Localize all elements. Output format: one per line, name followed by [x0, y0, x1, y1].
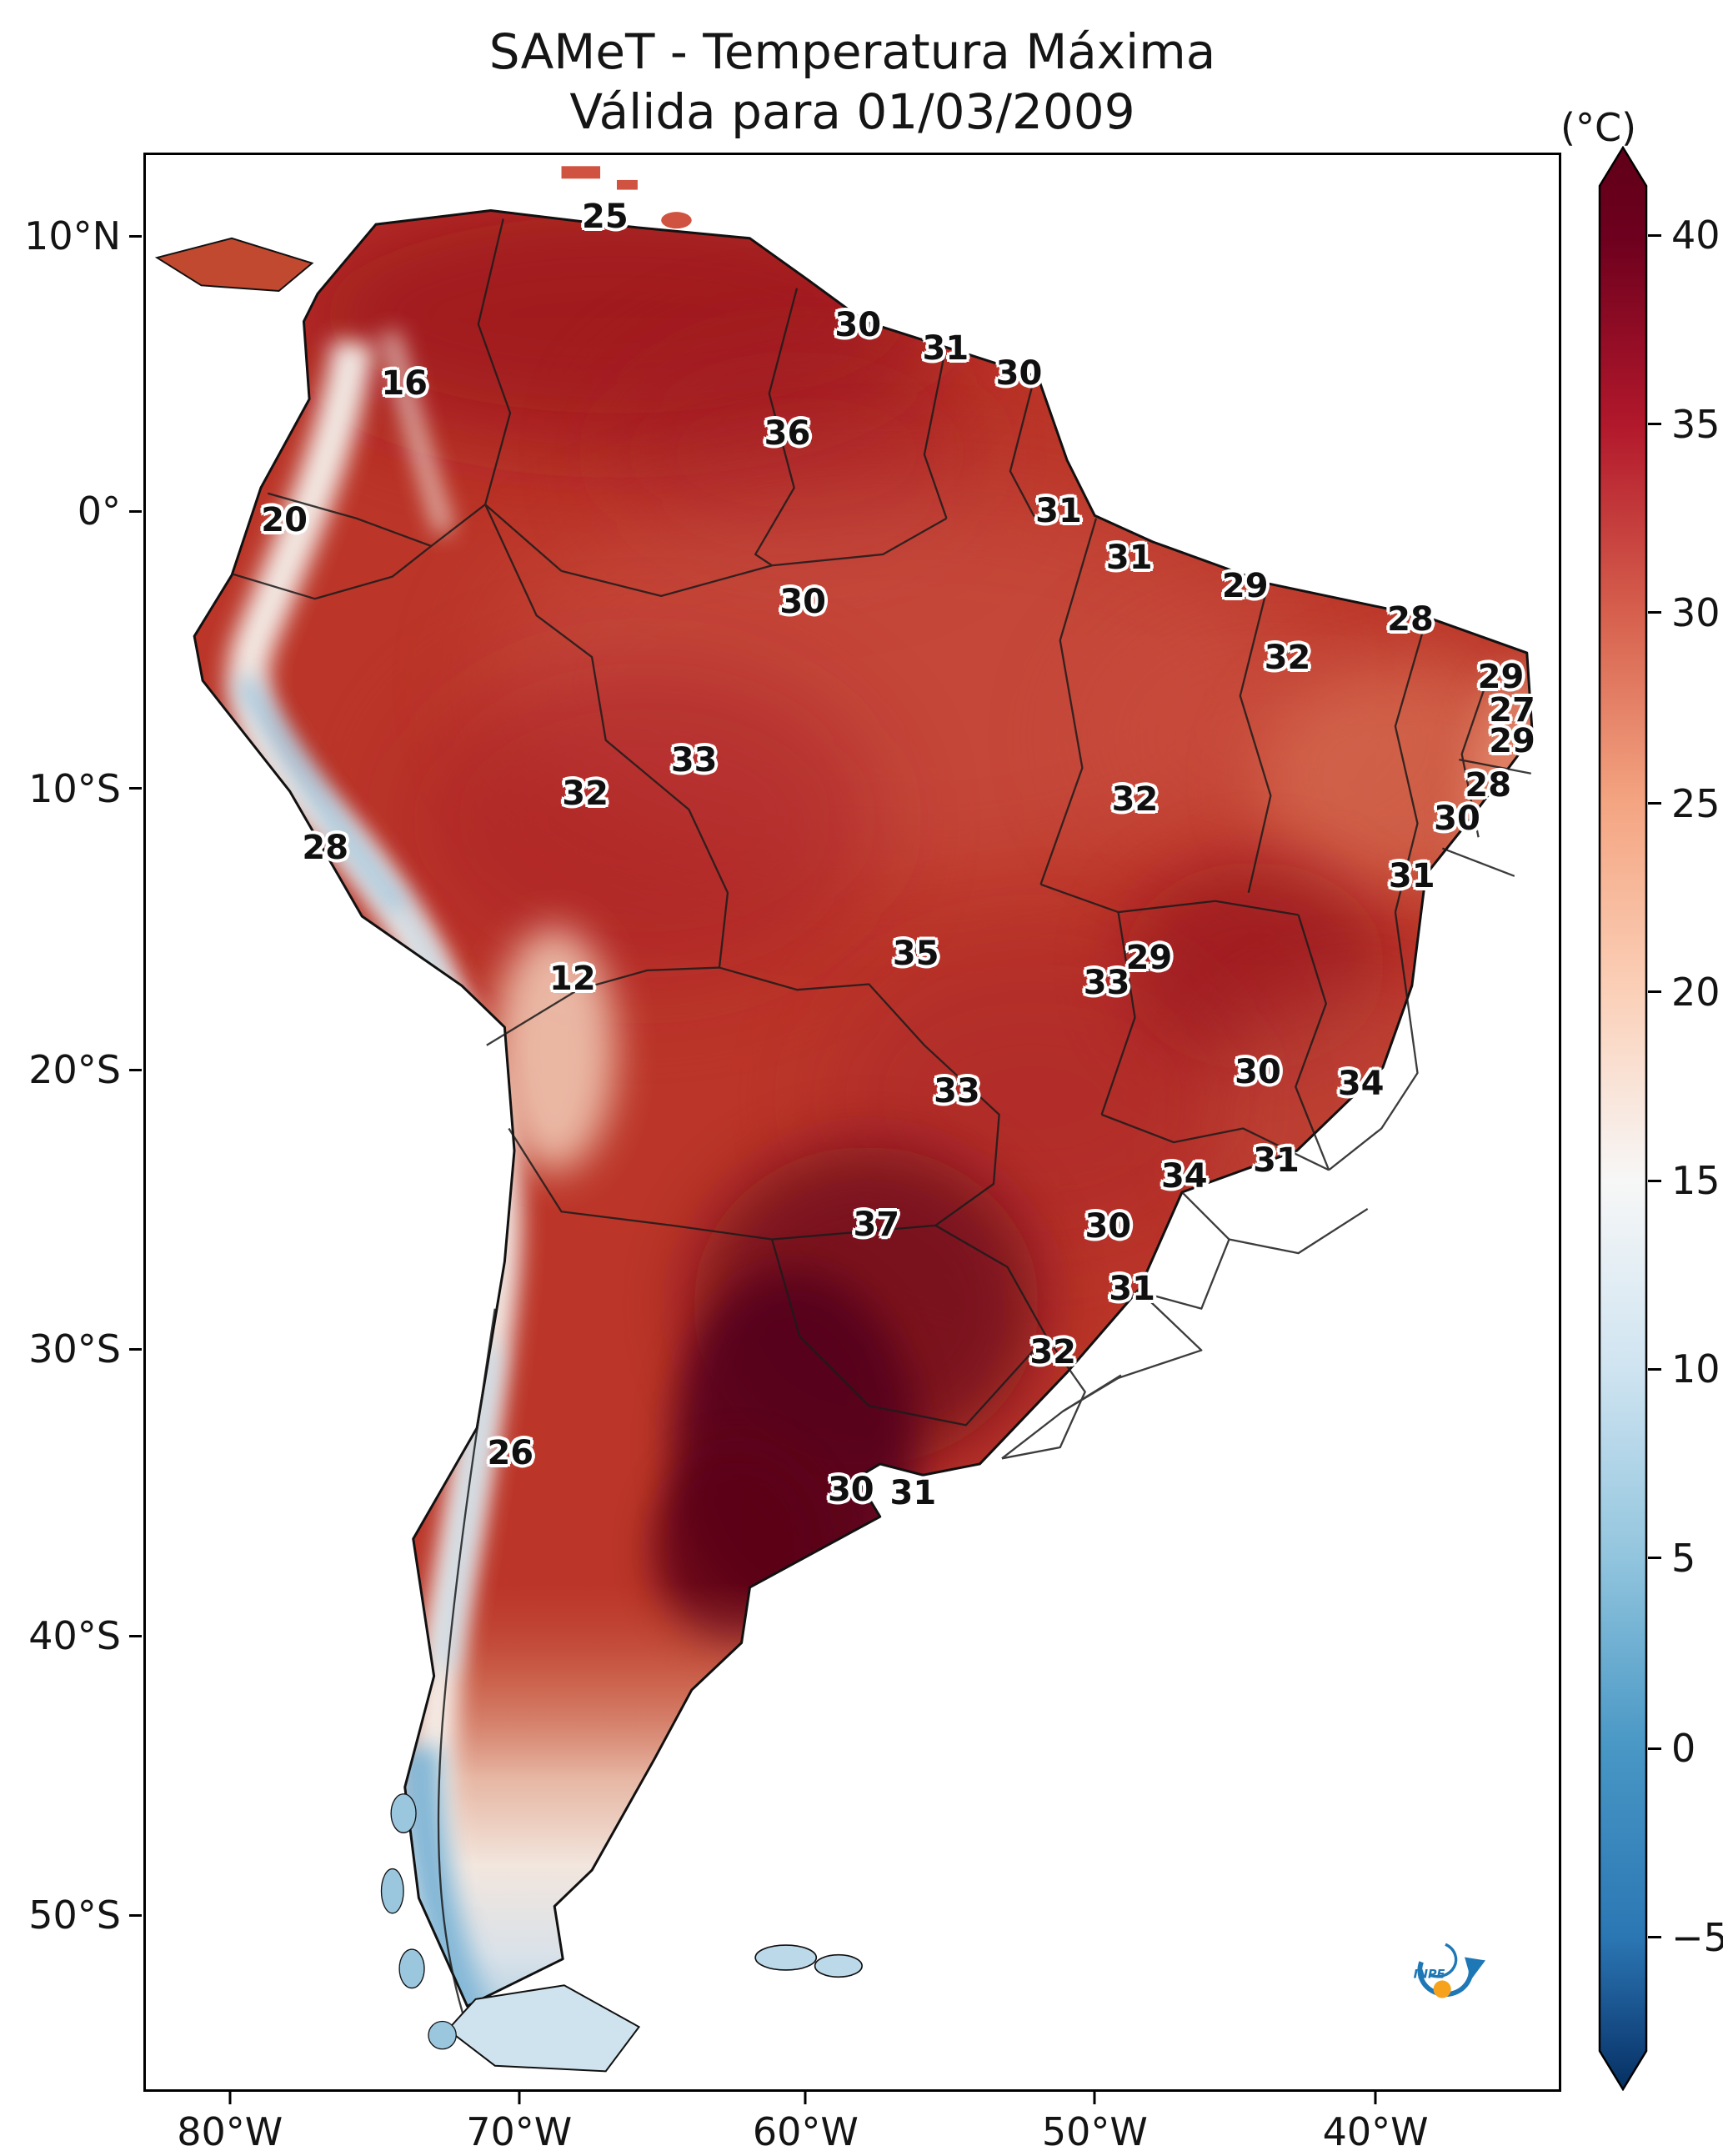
figure-title: SAMeT - Temperatura Máxima Válida para 0…	[143, 22, 1561, 142]
temperature-label: 30	[779, 582, 827, 621]
colorbar: 40 35 30 25 20 15 10 5 0 −5	[1598, 146, 1723, 2091]
y-axis-ticks: 10°N 0° 10°S 20°S 30°S 40°S 50°S	[0, 153, 142, 2092]
temperature-label: 31	[1109, 1269, 1155, 1308]
temperature-label: 30	[1434, 799, 1480, 838]
inpe-logo: INPE	[1395, 1928, 1496, 2008]
temperature-label: 32	[562, 774, 609, 813]
caribbean-islet	[617, 179, 638, 190]
y-tick-label: 20°S	[28, 1047, 142, 1092]
colorbar-gradient-bar	[1598, 146, 1648, 2091]
temperature-label: 35	[892, 935, 939, 974]
colorbar-tick-label: 40	[1648, 213, 1720, 258]
political-borders	[231, 218, 1531, 2044]
falkland-island-west	[754, 1944, 818, 1971]
temperature-label: 12	[549, 960, 596, 999]
panama-landmass	[154, 237, 314, 293]
colorbar-unit-label: (°C)	[1560, 105, 1637, 150]
temperature-label: 30	[834, 306, 882, 345]
x-tick-label: 70°W	[466, 2092, 572, 2154]
temperature-label: 30	[827, 1470, 874, 1509]
inpe-logo-text: INPE	[1414, 1968, 1445, 1982]
temperature-label: 30	[1235, 1052, 1281, 1091]
temperature-label: 27	[1489, 690, 1535, 730]
temperature-label: 28	[302, 828, 349, 867]
temperature-field	[194, 210, 1533, 2007]
colorbar-tick-label: 30	[1648, 590, 1720, 635]
patagonian-islet	[380, 1868, 404, 1914]
colorbar-tick-label: 5	[1648, 1536, 1695, 1581]
temperature-label: 36	[764, 414, 811, 454]
temperature-label: 34	[1160, 1156, 1208, 1196]
temperature-label: 31	[1035, 491, 1082, 530]
inpe-logo-inner-swirl	[1429, 1943, 1458, 1978]
temperature-label: 30	[1084, 1207, 1132, 1246]
colorbar-tick-label: 10	[1648, 1346, 1720, 1391]
y-tick-label: 0°	[78, 489, 142, 534]
caribbean-islet	[561, 166, 601, 179]
temperature-label: 31	[1253, 1141, 1300, 1181]
temperature-label: 30	[995, 354, 1043, 394]
south-america-temperature-map	[154, 166, 1534, 2073]
patagonian-islet	[428, 2020, 457, 2050]
trinidad-island	[661, 212, 692, 229]
inpe-logo-orange-dot	[1433, 1980, 1451, 1998]
y-tick-label: 40°S	[28, 1613, 142, 1658]
x-tick-label: 40°W	[1323, 2092, 1429, 2154]
x-tick-label: 60°W	[753, 2092, 859, 2154]
temperature-label: 26	[487, 1433, 534, 1472]
colorbar-tick-label: 35	[1648, 402, 1720, 447]
continent-outline	[193, 209, 1534, 2008]
tierra-del-fuego	[446, 1984, 641, 2073]
inpe-logo-arrowhead	[1465, 1957, 1485, 1980]
patagonian-islet	[398, 1948, 425, 1989]
y-tick-label: 10°N	[24, 213, 142, 258]
temperature-label: 29	[1125, 938, 1173, 977]
falkland-island-east	[814, 1953, 863, 1978]
colorbar-tick-label: 15	[1648, 1158, 1720, 1203]
temperature-label: 32	[1264, 639, 1311, 678]
temperature-label: 37	[853, 1205, 900, 1244]
colorbar-tick-label: 20	[1648, 970, 1720, 1015]
x-tick-label: 80°W	[177, 2092, 283, 2154]
temperature-label: 29	[1221, 567, 1269, 606]
y-tick-label: 10°S	[28, 766, 142, 811]
temperature-label: 28	[1387, 599, 1434, 639]
temperature-label: 32	[1111, 780, 1159, 819]
colorbar-tick-label: −5	[1648, 1915, 1723, 1960]
temperature-label: 16	[381, 364, 428, 403]
temperature-label: 33	[670, 741, 718, 780]
title-line-2: Válida para 01/03/2009	[569, 83, 1135, 140]
title-line-1: SAMeT - Temperatura Máxima	[488, 23, 1216, 80]
x-tick-label: 50°W	[1042, 2092, 1148, 2154]
temperature-label: 29	[1489, 721, 1535, 760]
islands-and-coast-fragments	[154, 166, 863, 2073]
temperature-label: 31	[889, 1474, 937, 1513]
x-axis-ticks: 80°W 70°W 60°W 50°W 40°W	[143, 2092, 1561, 2154]
temperature-label: 34	[1337, 1064, 1385, 1103]
temperature-label: 31	[1388, 857, 1435, 896]
map-plot-area: INPE 25 30 31 30 16 36 20 31 31 29 28 32 29 27 29 30 33 3…	[143, 153, 1561, 2092]
y-tick-label: 50°S	[28, 1893, 142, 1938]
patagonian-islet	[390, 1793, 417, 1833]
temperature-label: 31	[922, 329, 969, 368]
temperature-label: 33	[1083, 963, 1130, 1002]
temperature-label: 32	[1029, 1333, 1077, 1372]
temperature-label: 28	[1465, 766, 1512, 805]
temperature-label: 20	[261, 501, 308, 540]
y-tick-label: 30°S	[28, 1326, 142, 1371]
temperature-label: 29	[1477, 658, 1525, 697]
colorbar-tick-label: 0	[1648, 1726, 1695, 1771]
temperature-label: 33	[934, 1071, 980, 1111]
temperature-label: 31	[1105, 538, 1153, 577]
colorbar-tick-label: 25	[1648, 781, 1720, 826]
temperature-label: 25	[582, 198, 629, 237]
